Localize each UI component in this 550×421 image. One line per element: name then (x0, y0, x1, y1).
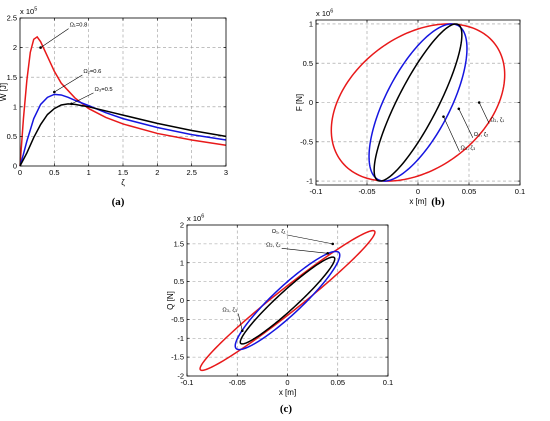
annotation-leader (71, 92, 94, 105)
x-tick-label: -0.05 (358, 187, 375, 196)
x-axis-label: x [m] (279, 388, 296, 397)
y-axis-label: Q [N] (166, 291, 175, 310)
annotation-arrowhead (442, 115, 445, 118)
y-multiplier: x 105 (20, 7, 37, 17)
annotation-label: Ω₃=0.5 (95, 87, 113, 93)
x-tick-label: 1.5 (118, 168, 128, 177)
series-line (199, 229, 376, 372)
annotation-leader (458, 108, 474, 138)
y-tick-label: 0 (309, 98, 313, 107)
y-tick-label: 0 (180, 296, 184, 305)
annotation-label: Ω₂, ζ₂ (474, 132, 489, 138)
panel-b-chart: -0.1 -0.05 0 0.05 0.1 -1 -0.5 0 0.5 1 x [m] F [N] x … (295, 9, 525, 209)
annotation-leader (54, 74, 83, 93)
annotation-leader (281, 248, 328, 254)
y-tick-label: 0.5 (7, 132, 17, 141)
x-tick-label: -0.05 (229, 378, 246, 387)
x-tick-label: 3 (224, 168, 228, 177)
y-tick-label: 2.5 (7, 14, 17, 23)
annotation-label: Ω₁, ζ₁ (272, 229, 286, 235)
y-tick-label: 1 (309, 20, 313, 29)
x-tick-label: 2.5 (186, 168, 196, 177)
annotation-arrowhead (70, 102, 73, 106)
y-tick-label: -0.5 (300, 137, 313, 146)
annotation-arrowhead (240, 329, 244, 333)
x-tick-label: 0.1 (383, 378, 393, 387)
series-line (234, 250, 341, 351)
annotation-arrowhead (331, 242, 335, 246)
annotation-label: Ω₂=0.6 (83, 69, 101, 75)
y-tick-label: 1.5 (174, 239, 184, 248)
series-line (19, 93, 227, 167)
annotation-leader (286, 234, 333, 245)
y-tick-label: -1 (306, 177, 313, 186)
x-axis-label: x [m] (409, 197, 426, 206)
annotation-leader (40, 28, 69, 48)
y-tick-label: -1.5 (171, 353, 184, 362)
series-line (19, 35, 227, 167)
panel-a-chart: 0 0.5 1 1.5 2 2.5 3 0 0.5 1 1.5 2 2.5 ζ W [J] x 105 Ω₁=0… (0, 7, 228, 209)
panel-label: (b) (431, 196, 445, 208)
panel-label: (c) (280, 403, 293, 415)
x-tick-label: 0 (416, 187, 420, 196)
x-tick-label: 0 (18, 168, 22, 177)
y-multiplier: x 106 (316, 9, 333, 19)
annotation-label: Ω₁, ζ₁ (490, 118, 504, 124)
annotation-leader (443, 116, 460, 152)
annotation-arrowhead (457, 107, 461, 111)
x-tick-label: 1 (87, 168, 91, 177)
panel-label: (a) (112, 196, 125, 208)
y-tick-label: 0 (13, 162, 17, 171)
series-line (373, 23, 463, 182)
y-multiplier: x 106 (187, 214, 204, 224)
x-tick-label: 0.5 (49, 168, 59, 177)
annotation-arrowhead (477, 101, 481, 104)
annotation-arrowhead (326, 252, 330, 255)
x-tick-label: 0.05 (462, 187, 477, 196)
x-tick-label: 0 (285, 378, 289, 387)
annotation-leader (237, 313, 243, 331)
x-tick-label: -0.1 (181, 378, 194, 387)
annotation-label: Ω₃, ζ₃ (461, 146, 476, 152)
x-tick-label: 0.1 (515, 187, 525, 196)
annotation-arrowhead (53, 90, 56, 94)
y-tick-label: 1 (180, 258, 184, 267)
annotation-arrowhead (39, 46, 42, 49)
x-tick-label: -0.1 (310, 187, 323, 196)
y-tick-label: 1 (13, 102, 17, 111)
series-line (368, 23, 468, 182)
y-tick-label: -0.5 (171, 315, 184, 324)
y-tick-label: -1 (177, 334, 184, 343)
series-line (330, 23, 506, 182)
x-axis-label: ζ (121, 178, 125, 187)
y-tick-label: 0.5 (174, 277, 184, 286)
annotation-leader (478, 102, 490, 124)
y-axis-label: W [J] (0, 83, 8, 101)
y-tick-label: 2 (180, 221, 184, 230)
y-tick-label: 2 (13, 43, 17, 52)
x-tick-label: 2 (155, 168, 159, 177)
annotation-label: Ω₃, ζ₃ (222, 308, 237, 314)
y-tick-label: 0.5 (303, 59, 313, 68)
annotation-label: Ω₁=0.8 (70, 23, 88, 29)
series-line (239, 256, 336, 345)
panel-c-chart: -0.1 -0.05 0 0.05 0.1-2-1.5-1-0.500.511.52x … (166, 214, 393, 416)
y-axis-label: F [N] (295, 94, 304, 111)
y-tick-label: 1.5 (7, 73, 17, 82)
annotation-label: Ω₂, ζ₂ (266, 242, 281, 248)
x-tick-label: 0.05 (330, 378, 345, 387)
y-tick-label: -2 (177, 372, 184, 381)
